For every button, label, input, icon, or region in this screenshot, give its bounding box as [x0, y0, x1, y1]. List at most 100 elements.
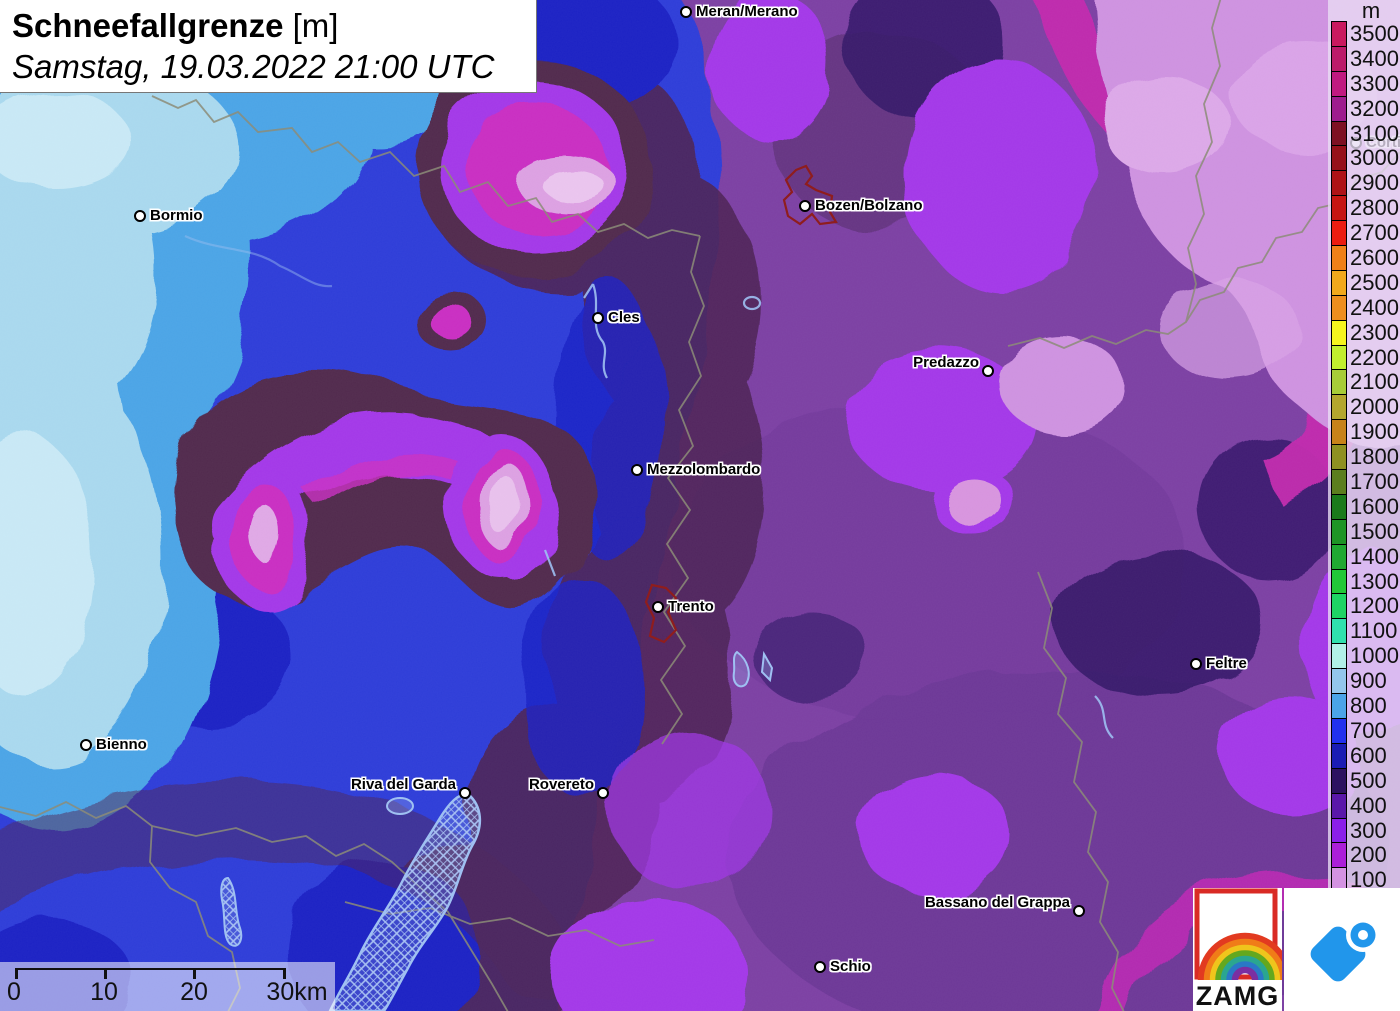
legend-row: 2800	[1328, 195, 1400, 222]
legend-row: 1700	[1328, 469, 1400, 495]
legend-row: 500	[1328, 767, 1400, 794]
legend-swatch	[1331, 518, 1347, 545]
legend-row: 3000	[1328, 145, 1400, 172]
legend-row: 3400	[1328, 45, 1400, 72]
legend-value: 1000	[1350, 643, 1399, 669]
legend-value: 2300	[1350, 319, 1399, 345]
legend-swatch	[1331, 543, 1347, 570]
legend-value: 1200	[1350, 593, 1399, 619]
lakes	[220, 650, 774, 1011]
scalebar-tick	[193, 968, 196, 979]
legend-swatch	[1331, 717, 1347, 744]
legend-swatch	[1331, 742, 1347, 769]
legend-row: 1000	[1328, 643, 1400, 670]
legend-value: 2400	[1350, 294, 1399, 320]
zamg-logo: ZAMG	[1193, 888, 1293, 1011]
legend-swatch	[1331, 618, 1347, 645]
legend-value: 700	[1350, 717, 1387, 743]
legend-row: 2700	[1328, 220, 1400, 247]
legend-value: 2100	[1350, 369, 1399, 395]
legend-row: 1800	[1328, 444, 1400, 471]
legend-swatch	[1331, 195, 1347, 222]
lake-caldonazzo	[732, 650, 750, 688]
legend-row: 900	[1328, 668, 1400, 695]
legend-row: 2400	[1328, 294, 1400, 321]
legend-swatch	[1331, 344, 1347, 371]
legend-swatch	[1331, 70, 1347, 97]
legend-row: 2500	[1328, 269, 1400, 296]
legend-row: 200	[1328, 842, 1400, 869]
title-unit: [m]	[292, 7, 339, 44]
scalebar-label: 10	[90, 978, 118, 1006]
legend-row: 800	[1328, 693, 1400, 719]
legend-swatch	[1331, 21, 1347, 47]
legend-value: 2700	[1350, 220, 1399, 246]
legend-value: 100	[1350, 867, 1387, 893]
legend-swatch	[1331, 145, 1347, 172]
legend-row: 1200	[1328, 593, 1400, 620]
legend-swatch	[1331, 493, 1347, 520]
legend-value: 2200	[1350, 344, 1399, 370]
legend-value: 3100	[1350, 120, 1399, 146]
legend-value: 800	[1350, 693, 1387, 719]
rivers	[184, 234, 1114, 739]
legend-row: 2000	[1328, 394, 1400, 421]
lake-idro	[220, 876, 243, 947]
legend-value: 900	[1350, 668, 1387, 694]
blue-arrow-icon	[1310, 918, 1380, 982]
legend-swatch	[1331, 568, 1347, 595]
legend-row: 2200	[1328, 344, 1400, 371]
legend-swatch	[1331, 269, 1347, 296]
scalebar: 0 10 20 30km	[0, 962, 335, 1011]
legend-value: 200	[1350, 842, 1387, 868]
legend-value: 1400	[1350, 543, 1399, 569]
legend-row: 1300	[1328, 568, 1400, 595]
legend-swatch	[1331, 369, 1347, 396]
legend-swatch	[1331, 444, 1347, 471]
legend-value: 1900	[1350, 419, 1399, 445]
legend-row: 400	[1328, 792, 1400, 819]
legend-swatch	[1331, 767, 1347, 794]
legend-swatch	[1331, 469, 1347, 495]
zamg-wordmark: ZAMG	[1195, 981, 1280, 1011]
legend-unit-label: m	[1361, 0, 1381, 23]
legend-swatch	[1331, 693, 1347, 719]
legend-row: 2300	[1328, 319, 1400, 346]
legend-value: 3300	[1350, 70, 1399, 96]
legend-value: 1500	[1350, 518, 1399, 544]
legend-value: 3000	[1350, 145, 1399, 171]
legend-row: 1500	[1328, 518, 1400, 545]
legend-value: 600	[1350, 742, 1387, 768]
legend-value: 3500	[1350, 21, 1399, 46]
legend-row: 300	[1328, 817, 1400, 844]
legend-row: 700	[1328, 717, 1400, 744]
legend-entries: 3500 3400 3300 3200 3100 3000 2900 2800 2700 2600…	[1328, 21, 1400, 894]
legend-swatch	[1331, 120, 1347, 147]
lake-tenno	[386, 797, 414, 815]
legend-swatch	[1331, 842, 1347, 869]
legend-row: 3500	[1328, 21, 1400, 47]
legend-swatch	[1331, 394, 1347, 421]
zamg-rainbow-icon	[1194, 888, 1293, 981]
legend-row: 2100	[1328, 369, 1400, 396]
legend-value: 2000	[1350, 394, 1399, 420]
legend-value: 1600	[1350, 493, 1399, 519]
legend-value: 3400	[1350, 45, 1399, 71]
legend-swatch	[1331, 419, 1347, 446]
scalebar-tick	[283, 968, 286, 979]
legend-value: 300	[1350, 817, 1387, 843]
legend-swatch	[1331, 319, 1347, 346]
legend-swatch	[1331, 668, 1347, 695]
legend-swatch	[1331, 792, 1347, 819]
legend-value: 400	[1350, 792, 1387, 818]
legend-row: 2600	[1328, 245, 1400, 271]
scalebar-label: 0	[7, 978, 21, 1006]
legend-swatch	[1331, 95, 1347, 122]
scalebar-label: 30km	[266, 978, 328, 1006]
legend-value: 1800	[1350, 444, 1399, 470]
bozen-boundary	[782, 164, 838, 226]
